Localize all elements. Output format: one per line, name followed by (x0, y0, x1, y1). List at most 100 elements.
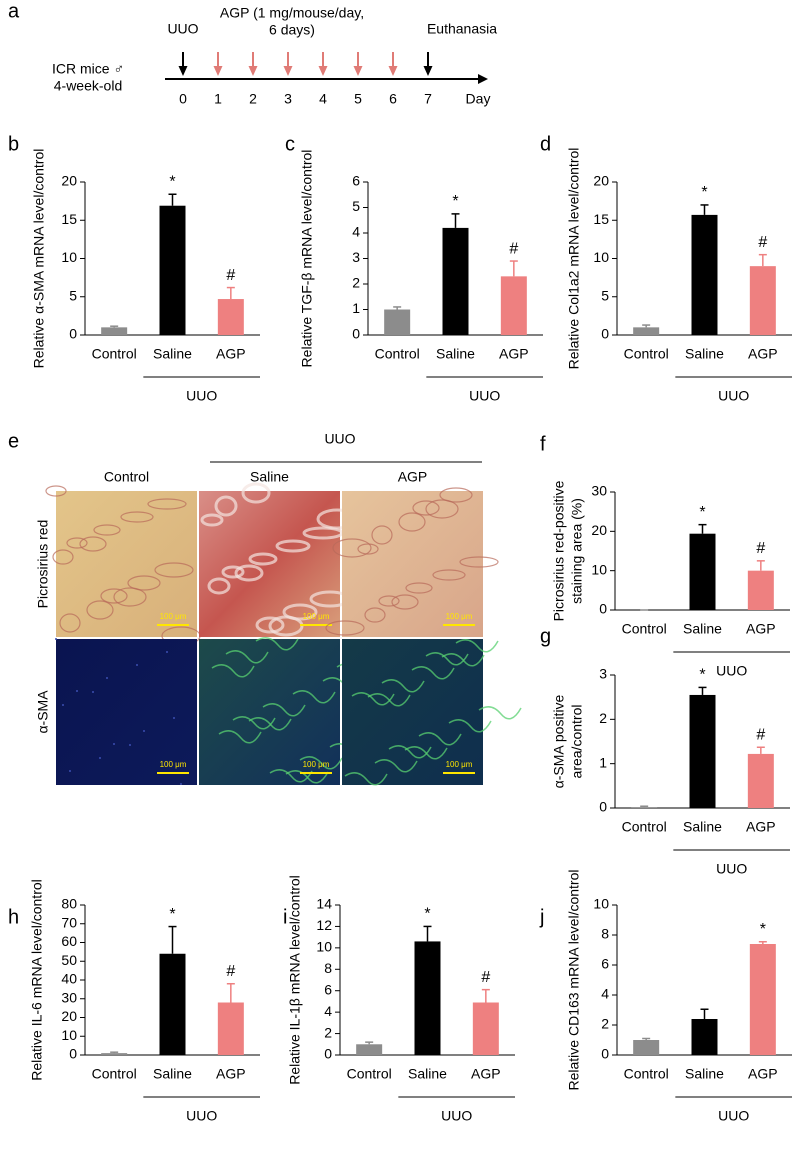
day-label: 6 (389, 91, 397, 107)
subject-label: ICR mice ♂ (52, 61, 124, 77)
fluor-texture (136, 664, 138, 666)
fluor-texture (143, 730, 145, 732)
fluor-texture (106, 677, 108, 679)
significance-mark: * (424, 906, 430, 923)
fluor-texture (262, 703, 306, 717)
y-tick-label: 30 (61, 989, 77, 1005)
panel-letter: b (8, 133, 19, 155)
fluor-texture (255, 637, 299, 651)
y-tick-label: 0 (69, 326, 77, 342)
tissue-texture (248, 552, 278, 566)
tissue-texture (45, 485, 67, 497)
y-tick-label: 4 (352, 224, 360, 240)
y-tick-label: 0 (601, 1046, 609, 1062)
y-tick-label: 8 (324, 960, 332, 976)
bar (691, 1019, 718, 1055)
panel-letter: f (540, 433, 546, 455)
x-tick-label: Control (375, 346, 420, 362)
group-label: UUO (716, 861, 747, 877)
y-tick-label: 70 (61, 914, 77, 930)
day-arrowhead (213, 66, 223, 76)
x-tick-label: AGP (748, 1066, 778, 1082)
bar (691, 214, 718, 335)
tissue-texture (100, 588, 128, 604)
group-label: UUO (441, 1108, 472, 1124)
day-label: 0 (179, 91, 187, 107)
group-label: UUO (469, 388, 500, 404)
y-axis-label: Relative CD163 mRNA level/control (566, 870, 582, 1091)
y-tick-label: 4 (324, 1003, 332, 1019)
fluor-texture (269, 769, 313, 783)
panel-letter: a (8, 0, 20, 22)
group-label: UUO (186, 388, 217, 404)
y-tick-label: 10 (61, 249, 77, 265)
y-tick-label: 5 (601, 287, 609, 303)
x-tick-label: Control (624, 346, 669, 362)
fluor-texture (232, 716, 276, 730)
day-label: 1 (214, 91, 222, 107)
y-tick-label: 0 (599, 601, 607, 617)
y-tick-label: 30 (591, 483, 607, 499)
y-tick-label: 5 (352, 198, 360, 214)
fluor-texture (388, 745, 432, 759)
group-label: UUO (716, 663, 747, 679)
fluor-texture (448, 719, 492, 733)
treatment-label: AGP (1 mg/mouse/day, (220, 5, 364, 21)
x-tick-label: Saline (683, 621, 722, 637)
tissue-texture (432, 569, 466, 581)
bar (414, 941, 441, 1055)
y-tick-label: 10 (316, 939, 332, 955)
bar (442, 227, 469, 335)
fluor-texture (173, 717, 175, 719)
tissue-texture (378, 595, 400, 607)
y-tick-label: 15 (61, 211, 77, 227)
fluor-texture (455, 639, 499, 653)
scale-bar-label: 100 μm (446, 760, 473, 769)
fluor-texture (92, 691, 94, 693)
tissue-texture (113, 587, 147, 607)
x-tick-label: AGP (216, 346, 246, 362)
tissue-texture (364, 607, 386, 623)
tissue-texture (79, 536, 107, 552)
bar (101, 1053, 128, 1055)
fluor-texture (166, 651, 168, 653)
bar (689, 694, 716, 808)
significance-mark: # (758, 234, 767, 251)
y-axis-label: area/control (569, 705, 585, 779)
tissue-texture (200, 513, 224, 527)
bar (633, 1040, 660, 1055)
scale-bar-label: 100 μm (160, 612, 187, 621)
y-tick-label: 10 (591, 561, 607, 577)
micrograph (56, 491, 197, 637)
fluor-texture (374, 759, 418, 773)
x-tick-label: AGP (746, 819, 776, 835)
day-label: 5 (354, 91, 362, 107)
tissue-texture (214, 495, 238, 517)
significance-mark: * (699, 667, 705, 684)
tissue-texture (405, 582, 433, 594)
x-tick-label: Control (622, 819, 667, 835)
fluor-texture (55, 638, 57, 640)
fluor-texture (62, 704, 64, 706)
x-tick-label: Control (347, 1066, 392, 1082)
x-tick-label: AGP (746, 621, 776, 637)
tissue-texture (86, 600, 114, 620)
day-label: 2 (249, 91, 257, 107)
event-label: UUO (167, 21, 198, 37)
y-tick-label: 2 (601, 1016, 609, 1032)
group-label: UUO (718, 1108, 749, 1124)
row-label: α-SMA (35, 690, 51, 734)
x-tick-label: Control (92, 1066, 137, 1082)
significance-mark: # (756, 726, 765, 743)
fluor-texture (351, 692, 395, 706)
y-tick-label: 12 (316, 917, 332, 933)
tissue-texture (439, 487, 473, 503)
fluor-texture (425, 652, 469, 666)
tissue-texture (93, 524, 121, 536)
tissue-texture (241, 482, 271, 504)
treatment-label: 6 days) (269, 22, 315, 38)
scale-bar-label: 100 μm (303, 612, 330, 621)
day-label: 4 (319, 91, 327, 107)
bar (217, 1002, 244, 1055)
fluor-texture (99, 757, 101, 759)
